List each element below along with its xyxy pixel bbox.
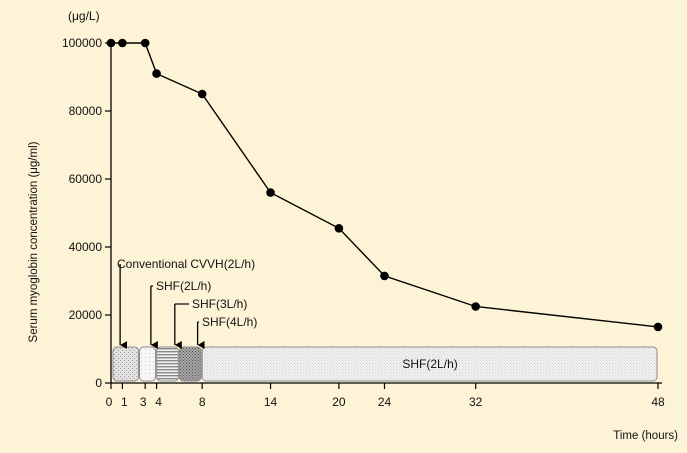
x-tick-label: 14 (264, 395, 278, 409)
x-tick-label: 8 (199, 395, 206, 409)
therapy-callouts: Conventional CVVH(2L/h) SHF(2L/h) SHF(3L/h… (117, 257, 257, 349)
y-tick-label: 0 (95, 376, 102, 390)
x-tick-label: 4 (155, 395, 162, 409)
callout-label: SHF(2L/h) (156, 279, 211, 293)
x-tick-label: 24 (378, 395, 392, 409)
series-line (111, 42, 659, 328)
therapy-band (156, 346, 179, 382)
therapy-band (112, 346, 139, 382)
y-tick-label: 80000 (69, 104, 103, 118)
callout-label: SHF(3L/h) (192, 297, 247, 311)
data-point (197, 89, 207, 99)
y-ticks: 0 20000 40000 60000 80000 100000 (62, 36, 111, 390)
x-ticks: 0 1 3 4 8 14 20 24 32 48 (106, 383, 665, 409)
x-tick-label: 32 (469, 395, 483, 409)
x-tick-label: 1 (121, 395, 128, 409)
x-tick-label: 48 (651, 395, 665, 409)
y-tick-label: 40000 (69, 240, 103, 254)
y-tick-label: 60000 (69, 172, 103, 186)
callout-label: Conventional CVVH(2L/h) (117, 257, 255, 271)
series-layer (106, 38, 663, 332)
y-axis-title: Serum myoglobin concentration (μg/ml) (28, 141, 40, 342)
data-point (653, 322, 663, 332)
therapy-band (138, 346, 157, 382)
data-point (118, 38, 127, 48)
therapy-band (178, 346, 202, 382)
y-tick-label: 20000 (69, 308, 103, 322)
y-unit-label: (μg/L) (68, 9, 100, 23)
x-tick-label: 3 (140, 395, 147, 409)
therapy-band (201, 346, 658, 382)
x-tick-label: 0 (106, 395, 113, 409)
data-point (106, 38, 116, 48)
x-tick-label: 20 (332, 395, 346, 409)
callout-label: SHF(4L/h) (202, 315, 257, 329)
data-point (152, 69, 161, 78)
y-tick-label: 100000 (62, 36, 102, 50)
data-point (471, 302, 480, 311)
therapy-band-label: SHF(2L/h) (402, 357, 457, 371)
data-point (266, 188, 275, 197)
data-point (140, 38, 150, 48)
data-point (380, 271, 389, 281)
x-axis-title: Time (hours) (613, 430, 678, 442)
data-point (334, 224, 344, 233)
therapy-bands: SHF(2L/h) (112, 346, 658, 382)
